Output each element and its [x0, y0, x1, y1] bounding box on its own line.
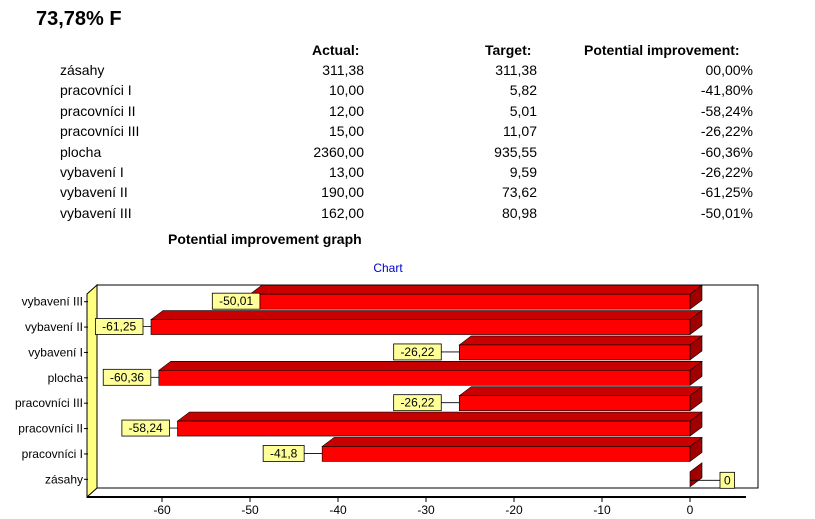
row-name: zásahy	[60, 62, 105, 78]
x-tick-label: -60	[153, 503, 171, 517]
row-potential: 00,00%	[705, 62, 753, 78]
row-target: 9,59	[509, 164, 537, 180]
bar-top	[321, 437, 703, 447]
x-tick-label: -20	[505, 503, 523, 517]
row-potential: -41,80%	[700, 82, 753, 99]
x-tick-label: -50	[241, 503, 259, 517]
chart-left-wall	[86, 283, 98, 499]
category-label: vybavení II	[25, 320, 83, 334]
bar	[458, 344, 691, 361]
data-label-box	[121, 419, 170, 437]
graph-title: Potential improvement graph	[168, 231, 362, 247]
row-actual: 162,00	[321, 204, 364, 221]
row-name: vybavení II	[60, 184, 128, 201]
category-label: vybavení III	[22, 295, 83, 309]
row-target: 311,38	[495, 62, 537, 78]
data-label-box	[211, 292, 261, 310]
header-target: Target:	[485, 42, 532, 58]
bar-top	[458, 386, 703, 396]
bar-top	[176, 411, 703, 422]
bar	[249, 293, 691, 310]
row-target: 5,82	[509, 82, 537, 99]
header-potential: Potential improvement:	[584, 42, 740, 58]
data-label-box	[95, 318, 144, 335]
row-actual: 190,00	[321, 184, 364, 201]
data-label-box	[393, 343, 442, 361]
x-tick-label: -30	[417, 503, 435, 517]
score-title: 73,78% F	[36, 8, 122, 30]
category-label: pracovníci I	[22, 447, 83, 461]
row-actual: 15,00	[328, 123, 364, 140]
category-label: pracovníci III	[15, 396, 83, 410]
row-potential: -61,25%	[700, 184, 753, 201]
row-target: 935,55	[494, 143, 537, 160]
x-tick-label: 0	[687, 503, 694, 517]
row-name: vybavení III	[60, 204, 132, 221]
bar-top	[150, 310, 703, 320]
row-actual: 10,00	[328, 82, 364, 99]
bar	[458, 395, 691, 411]
row-target: 73,62	[501, 184, 537, 201]
bar-side	[689, 462, 703, 488]
data-label: -41,8	[270, 446, 298, 460]
row-target: 80,98	[501, 204, 537, 221]
row-potential: -58,24%	[700, 102, 753, 119]
row-potential: -60,36%	[700, 143, 753, 160]
row-potential: -50,01%	[700, 204, 753, 221]
data-label: -26,22	[400, 345, 434, 359]
data-label-box	[102, 368, 152, 386]
row-name: vybavení I	[60, 164, 124, 180]
category-label: pracovníci II	[18, 422, 83, 436]
row-potential: -26,22%	[700, 123, 753, 140]
category-label: zásahy	[45, 472, 83, 486]
row-name: plocha	[60, 143, 102, 160]
header-actual: Actual:	[312, 42, 360, 58]
x-tick-label: -40	[329, 503, 347, 517]
row-name: pracovníci III	[60, 123, 140, 140]
bar-top	[157, 361, 703, 371]
bar-top	[249, 284, 703, 295]
bar-top	[458, 335, 703, 346]
bar	[321, 446, 691, 462]
row-target: 5,01	[509, 102, 537, 119]
category-label: plocha	[48, 371, 84, 385]
row-actual: 311,38	[322, 62, 364, 78]
data-label: -50,01	[219, 294, 253, 308]
bar	[158, 370, 691, 386]
x-tick-label: -10	[593, 503, 611, 517]
bar	[150, 319, 691, 335]
row-actual: 2360,00	[313, 143, 364, 160]
row-potential: -26,22%	[700, 164, 753, 180]
data-label: -58,24	[129, 421, 163, 435]
data-label: -26,22	[400, 396, 434, 410]
category-label: vybavení I	[28, 345, 83, 359]
data-label-box	[393, 394, 442, 412]
data-label: 0	[724, 473, 731, 487]
chart-title: Chart	[373, 261, 403, 275]
row-name: pracovníci I	[60, 82, 132, 99]
row-actual: 13,00	[328, 164, 364, 180]
data-label-box	[262, 445, 305, 462]
bar	[177, 420, 691, 437]
row-actual: 12,00	[328, 102, 364, 119]
row-target: 11,07	[503, 123, 537, 140]
data-label: -61,25	[102, 320, 136, 334]
row-name: pracovníci II	[60, 102, 136, 119]
data-label-box	[719, 471, 736, 489]
data-label: -60,36	[110, 370, 144, 384]
